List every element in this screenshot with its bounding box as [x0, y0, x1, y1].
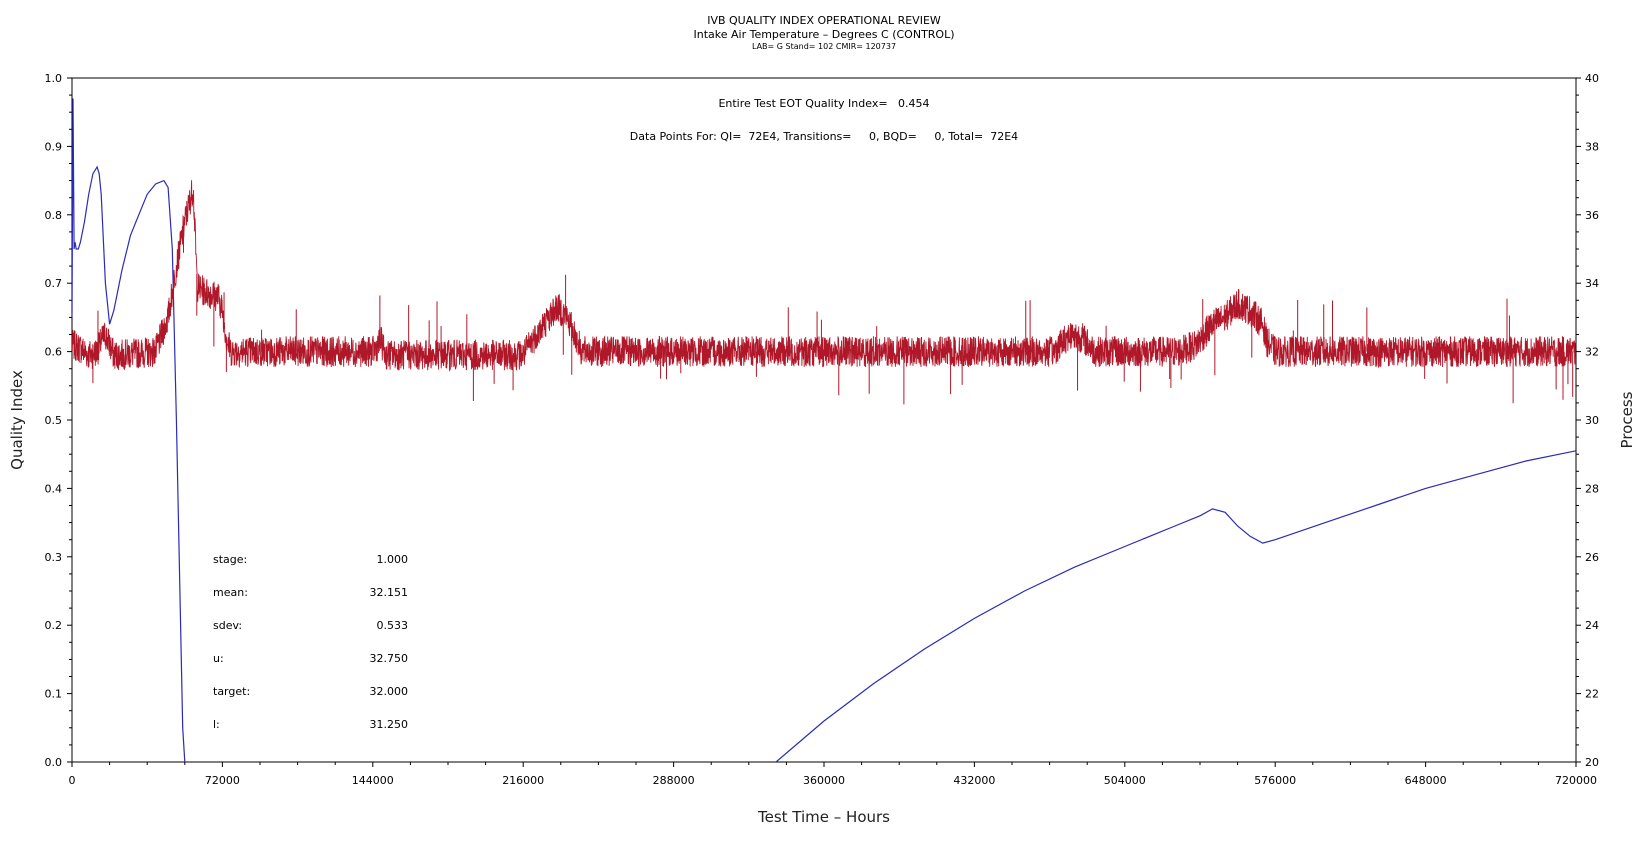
y-tick-label: 0.2 — [45, 619, 63, 632]
quality-index-line-0 — [72, 98, 186, 762]
stat-label: mean: — [213, 586, 248, 599]
chart-title: IVB QUALITY INDEX OPERATIONAL REVIEW — [707, 14, 941, 27]
y-tick-label: 0.4 — [45, 482, 63, 495]
stat-value: 32.151 — [370, 586, 409, 599]
stat-value: 0.533 — [377, 619, 409, 632]
x-tick-label: 360000 — [803, 774, 845, 787]
stat-value: 32.750 — [370, 652, 409, 665]
chart-meta: LAB= G Stand= 102 CMIR= 120737 — [751, 42, 897, 51]
stat-value: 1.000 — [377, 553, 409, 566]
x-tick-label: 0 — [69, 774, 76, 787]
y-tick-label: 0.9 — [45, 140, 63, 153]
x-tick-label: 216000 — [502, 774, 544, 787]
y-tick-label: 0.0 — [45, 756, 63, 769]
y-axis-label: Quality Index — [8, 370, 26, 470]
y2-tick-label: 40 — [1585, 72, 1599, 85]
quality-index-line-1 — [775, 450, 1576, 762]
y-tick-label: 0.1 — [45, 688, 63, 701]
y2-tick-label: 24 — [1585, 619, 1599, 632]
y2-tick-label: 26 — [1585, 551, 1599, 564]
y-tick-label: 0.6 — [45, 346, 63, 359]
x-tick-label: 576000 — [1254, 774, 1296, 787]
y-tick-label: 0.5 — [45, 414, 63, 427]
y2-axis-label: Process — [1618, 391, 1636, 448]
data-points-annotation: Data Points For: QI= 72E4, Transitions= … — [630, 130, 1018, 143]
x-tick-label: 504000 — [1104, 774, 1146, 787]
y2-tick-label: 20 — [1585, 756, 1599, 769]
x-tick-label: 648000 — [1405, 774, 1447, 787]
stat-label: sdev: — [213, 619, 242, 632]
process-spikes — [92, 228, 1574, 405]
stat-label: stage: — [213, 553, 247, 566]
x-tick-label: 144000 — [352, 774, 394, 787]
y-tick-label: 1.0 — [45, 72, 63, 85]
y-tick-label: 0.7 — [45, 277, 63, 290]
x-tick-label: 288000 — [653, 774, 695, 787]
y-tick-label: 0.3 — [45, 551, 63, 564]
y2-tick-label: 38 — [1585, 140, 1599, 153]
y2-tick-label: 32 — [1585, 346, 1599, 359]
x-tick-label: 72000 — [205, 774, 240, 787]
stat-value: 32.000 — [370, 685, 409, 698]
stat-label: l: — [213, 718, 220, 731]
plot-frame — [71, 77, 1577, 763]
y-tick-label: 0.8 — [45, 209, 63, 222]
y2-tick-label: 34 — [1585, 277, 1599, 290]
x-tick-label: 720000 — [1555, 774, 1597, 787]
stat-label: target: — [213, 685, 250, 698]
x-axis-label: Test Time – Hours — [757, 808, 890, 826]
y2-tick-label: 30 — [1585, 414, 1599, 427]
process-trace — [72, 180, 1576, 372]
x-tick-label: 432000 — [953, 774, 995, 787]
stat-value: 31.250 — [370, 718, 409, 731]
y2-tick-label: 28 — [1585, 482, 1599, 495]
eot-quality-annotation: Entire Test EOT Quality Index= 0.454 — [718, 97, 929, 110]
chart-subtitle: Intake Air Temperature – Degrees C (CONT… — [693, 28, 955, 41]
y2-tick-label: 22 — [1585, 688, 1599, 701]
y2-tick-label: 36 — [1585, 209, 1599, 222]
stat-label: u: — [213, 652, 224, 665]
